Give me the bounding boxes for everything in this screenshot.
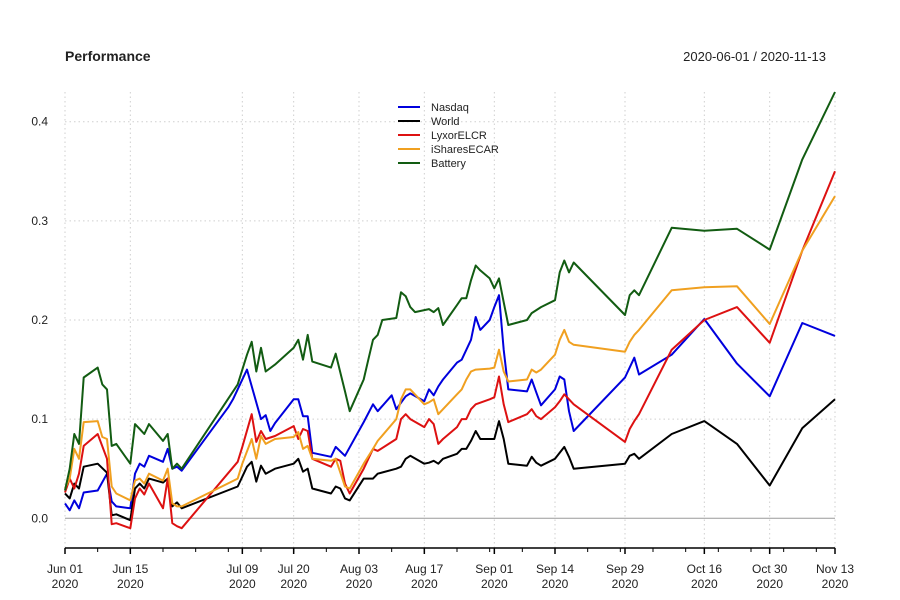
x-tick-label: Sep 01 [475, 562, 513, 576]
x-tick-label: Jul 09 [226, 562, 258, 576]
grid-layer [64, 92, 836, 548]
x-tick-label: Jun 15 [112, 562, 148, 576]
x-tick-label: Jun 01 [47, 562, 83, 576]
series-line-battery [64, 91, 836, 491]
series-line-lyxorelcr [64, 170, 836, 530]
chart-title: Performance [65, 48, 151, 64]
x-tick-label: Aug 17 [405, 562, 443, 576]
x-tick-label: Sep 29 [606, 562, 644, 576]
x-tick-label: Nov 13 [816, 562, 854, 576]
x-tick-year: 2020 [411, 577, 438, 591]
x-tick-year: 2020 [52, 577, 79, 591]
y-tick-label: 0.2 [31, 313, 48, 327]
x-tick-year: 2020 [346, 577, 373, 591]
x-tick-year: 2020 [229, 577, 256, 591]
series-layer [64, 91, 836, 530]
x-tick-year: 2020 [481, 577, 508, 591]
x-tick-label: Oct 16 [687, 562, 723, 576]
x-tick-year: 2020 [542, 577, 569, 591]
x-tick-label: Aug 03 [340, 562, 378, 576]
x-tick-year: 2020 [280, 577, 307, 591]
y-tick-label: 0.1 [31, 412, 48, 426]
y-tick-label: 0.4 [31, 115, 48, 129]
x-tick-year: 2020 [691, 577, 718, 591]
legend: Nasdaq World LyxorELCR iSharesECAR Battery [398, 102, 499, 170]
x-tick-year: 2020 [756, 577, 783, 591]
series-line-nasdaq [64, 294, 836, 512]
x-tick-year: 2020 [117, 577, 144, 591]
date-range-label: 2020-06-01 / 2020-11-13 [683, 49, 826, 64]
series-line-isharesecar [64, 195, 836, 508]
legend-label-nasdaq: Nasdaq [431, 102, 469, 114]
x-tick-year: 2020 [612, 577, 639, 591]
y-tick-label: 0.0 [31, 511, 48, 525]
legend-label-world: World [431, 116, 460, 128]
y-tick-label: 0.3 [31, 214, 48, 228]
x-tick-year: 2020 [822, 577, 849, 591]
legend-label-isharesecar: iSharesECAR [431, 144, 499, 156]
x-tick-label: Oct 30 [752, 562, 788, 576]
x-tick-label: Jul 20 [278, 562, 310, 576]
legend-label-battery: Battery [431, 158, 466, 170]
x-tick-label: Sep 14 [536, 562, 574, 576]
legend-label-lyxorelcr: LyxorELCR [431, 130, 487, 142]
series-line-world [64, 398, 836, 522]
